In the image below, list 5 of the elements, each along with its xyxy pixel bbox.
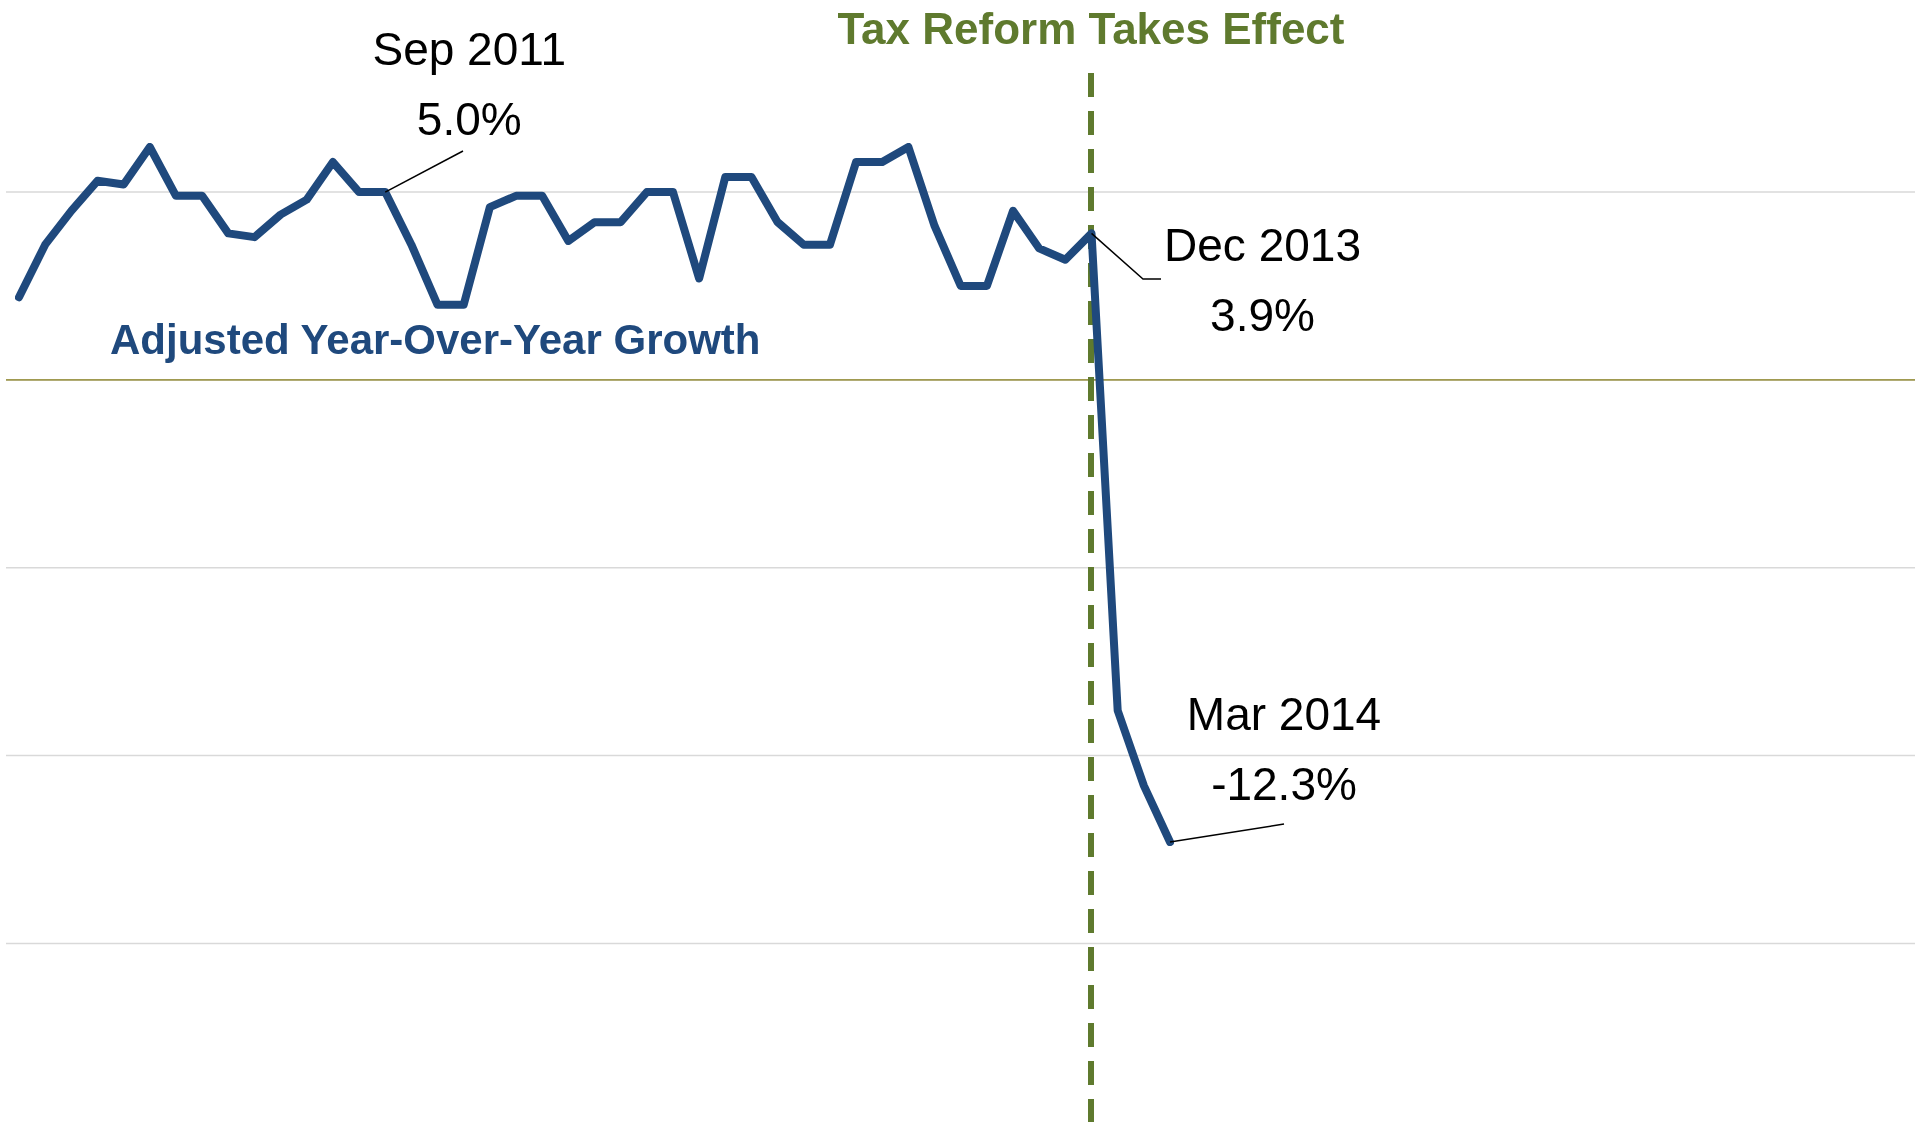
data-label: Sep 2011 5.0% <box>372 22 566 145</box>
series-label: Adjusted Year-Over-Year Growth <box>110 315 761 363</box>
text: Tax Reform Takes Effect <box>837 4 1345 54</box>
data-label: Mar 2014 -12.3% <box>1186 687 1382 810</box>
data-label: Dec 2013 3.9% <box>1164 219 1361 342</box>
